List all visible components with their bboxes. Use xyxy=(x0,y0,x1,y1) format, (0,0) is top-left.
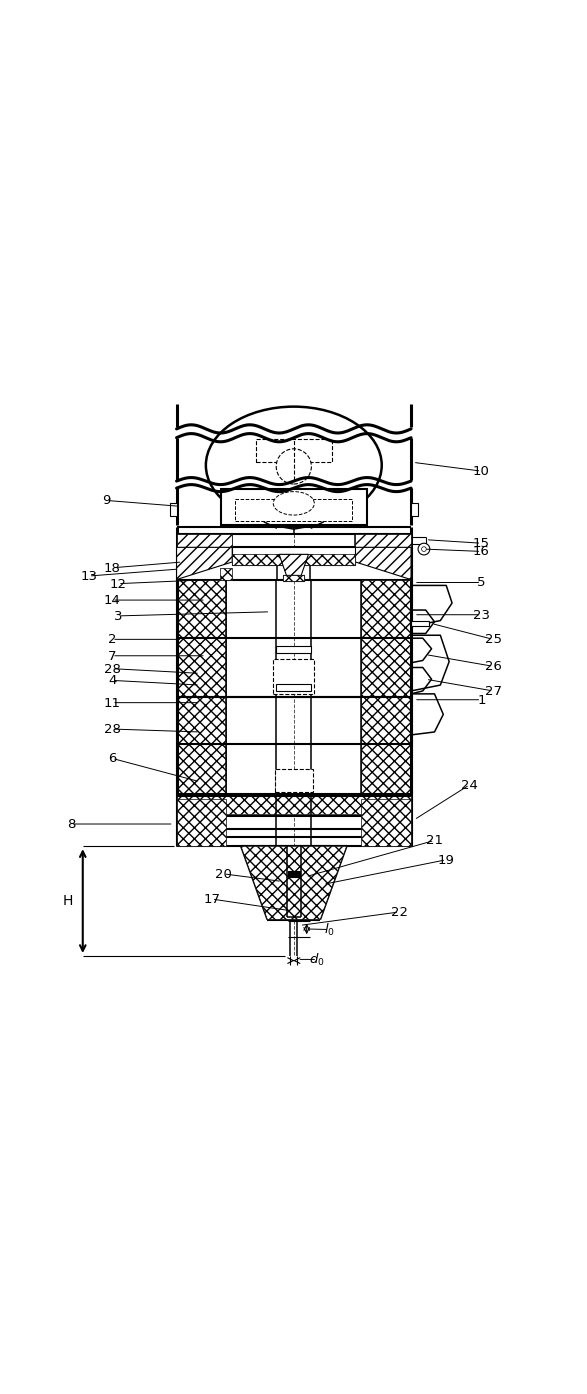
Bar xyxy=(170,503,176,517)
Bar xyxy=(361,697,411,744)
Text: 6: 6 xyxy=(108,751,116,765)
Bar xyxy=(232,548,355,565)
Bar xyxy=(288,871,299,877)
Bar xyxy=(283,576,304,581)
Text: $d_0$: $d_0$ xyxy=(309,952,325,967)
Text: 25: 25 xyxy=(484,633,501,645)
Text: 4: 4 xyxy=(108,675,116,687)
Bar xyxy=(361,800,411,846)
Ellipse shape xyxy=(205,407,382,524)
Bar xyxy=(411,620,428,627)
Bar xyxy=(235,499,352,521)
Text: H: H xyxy=(63,894,73,909)
Text: 3: 3 xyxy=(113,609,122,623)
Text: 27: 27 xyxy=(484,684,501,697)
Text: 14: 14 xyxy=(103,594,120,606)
Text: 26: 26 xyxy=(484,659,501,673)
Text: $l_0$: $l_0$ xyxy=(323,921,334,938)
Bar xyxy=(275,769,312,793)
Bar xyxy=(176,697,226,744)
Bar xyxy=(411,503,417,517)
Bar xyxy=(176,638,226,697)
Bar xyxy=(176,800,226,846)
Bar xyxy=(176,744,226,793)
Text: 20: 20 xyxy=(215,867,232,881)
Text: 22: 22 xyxy=(390,906,407,919)
Bar xyxy=(220,569,232,580)
Text: 2: 2 xyxy=(107,633,116,645)
Bar xyxy=(176,580,226,638)
Text: 9: 9 xyxy=(102,495,110,507)
Bar xyxy=(355,534,411,548)
Text: 5: 5 xyxy=(477,576,485,590)
Polygon shape xyxy=(241,846,346,920)
Bar xyxy=(361,744,411,793)
Polygon shape xyxy=(279,555,308,576)
Bar xyxy=(220,489,367,526)
Polygon shape xyxy=(176,548,232,580)
Text: 13: 13 xyxy=(80,570,97,583)
Text: 24: 24 xyxy=(461,778,478,792)
Text: 19: 19 xyxy=(437,853,454,867)
Bar xyxy=(273,659,314,694)
Text: 10: 10 xyxy=(473,464,490,478)
Text: 28: 28 xyxy=(103,722,120,736)
Bar xyxy=(283,576,304,581)
Text: 23: 23 xyxy=(473,608,490,622)
Bar xyxy=(276,684,311,691)
Bar xyxy=(361,638,411,697)
Text: 28: 28 xyxy=(103,662,120,675)
Text: 7: 7 xyxy=(107,650,116,662)
Bar xyxy=(176,796,411,814)
Bar xyxy=(176,534,232,548)
Bar xyxy=(361,580,411,638)
Text: 15: 15 xyxy=(473,537,490,551)
Text: 11: 11 xyxy=(103,697,120,710)
Circle shape xyxy=(276,449,311,484)
Text: 8: 8 xyxy=(67,818,75,831)
Text: 18: 18 xyxy=(103,562,120,574)
Bar xyxy=(276,645,311,652)
Text: 17: 17 xyxy=(203,892,220,906)
Ellipse shape xyxy=(273,492,314,516)
Bar xyxy=(255,439,332,463)
Text: 1: 1 xyxy=(477,693,485,707)
Circle shape xyxy=(417,544,429,555)
Text: 12: 12 xyxy=(109,577,126,591)
Text: 16: 16 xyxy=(473,545,490,558)
Polygon shape xyxy=(355,548,411,580)
Circle shape xyxy=(421,546,426,552)
Text: 21: 21 xyxy=(426,834,443,848)
Bar xyxy=(232,555,355,565)
